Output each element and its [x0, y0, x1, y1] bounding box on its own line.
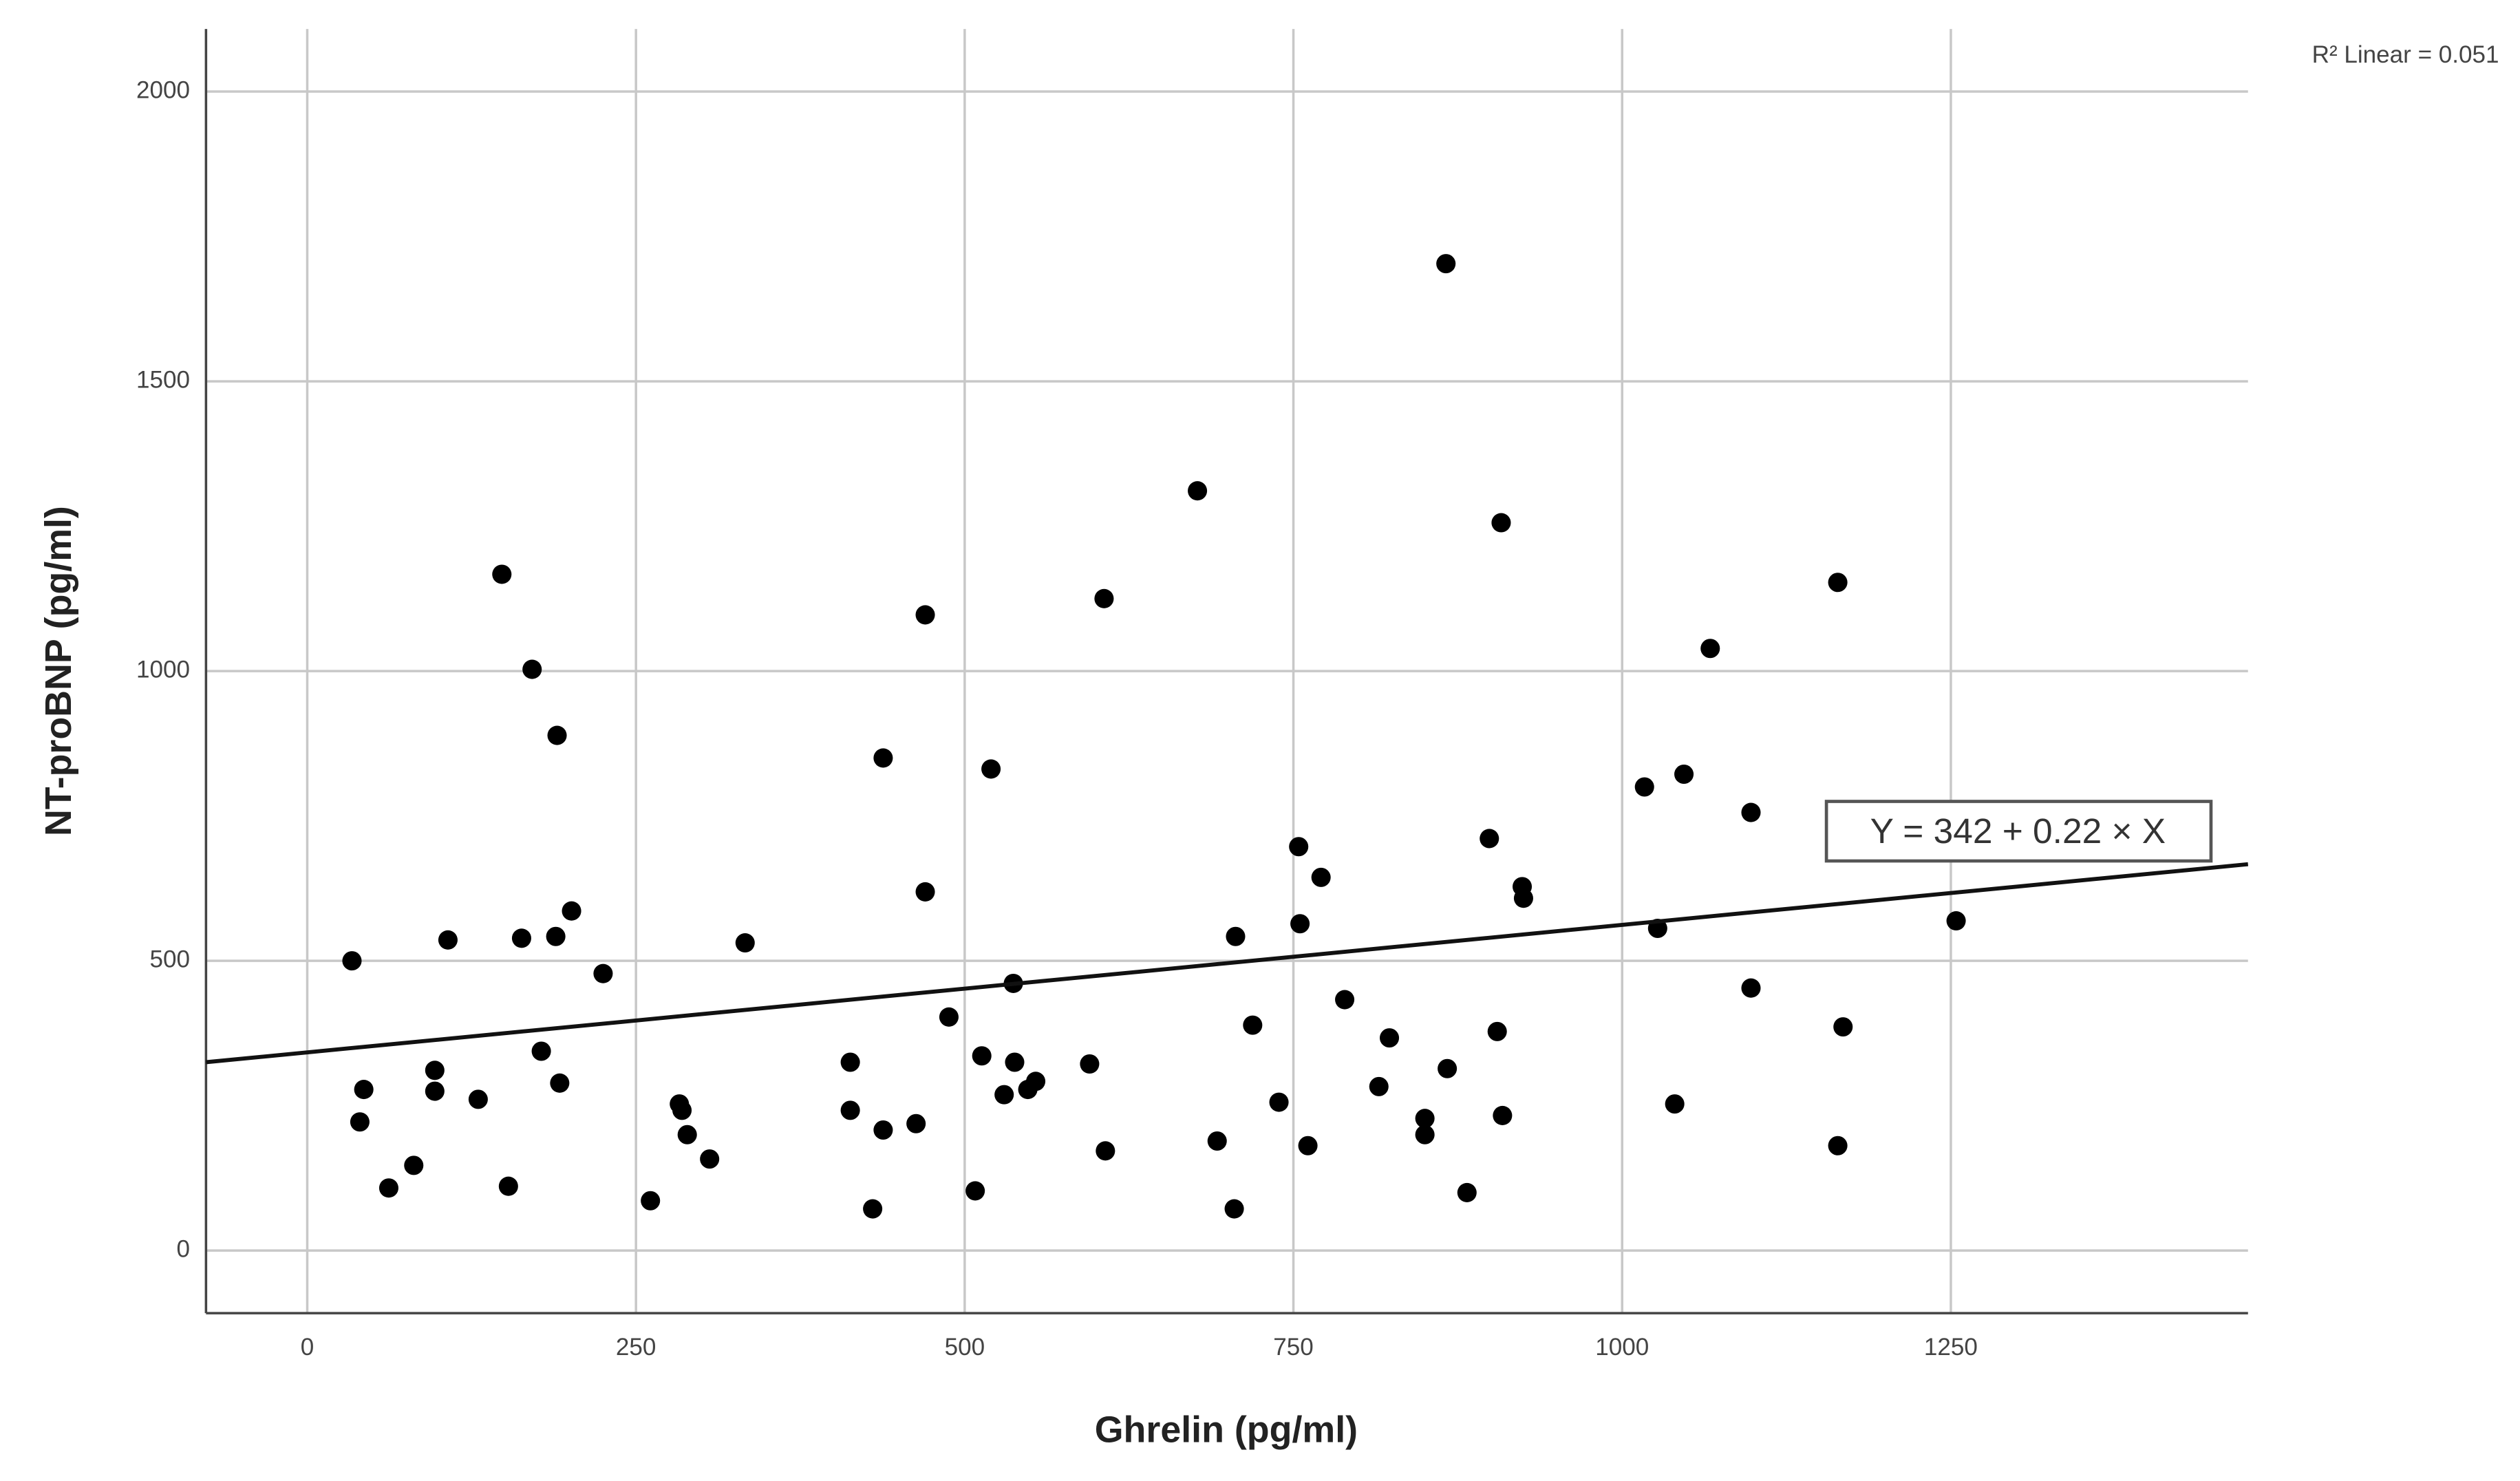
point [1487, 1021, 1507, 1041]
point [562, 901, 581, 921]
y-tick-label: 1500 [136, 366, 190, 393]
point [939, 1007, 959, 1027]
point [1665, 1094, 1685, 1114]
point [1828, 1136, 1848, 1155]
point [1311, 867, 1331, 887]
point [546, 926, 566, 946]
point [378, 1178, 398, 1198]
y-tick-label: 0 [176, 1235, 190, 1262]
point [735, 933, 755, 953]
point [438, 930, 458, 950]
x-tick-label: 750 [1273, 1334, 1314, 1361]
point [1188, 481, 1208, 501]
point [342, 951, 362, 971]
point [531, 1041, 551, 1061]
point [1741, 978, 1761, 998]
point [915, 605, 935, 625]
point [1290, 914, 1310, 934]
point [350, 1112, 370, 1132]
r2-label: R² Linear = 0.051 [2312, 41, 2499, 68]
point [1674, 764, 1694, 785]
point [1243, 1015, 1263, 1035]
point [1457, 1182, 1477, 1202]
point [906, 1114, 926, 1133]
fit-label: Y = 342 + 0.22 × X [1870, 811, 2166, 851]
point [873, 1120, 893, 1140]
point [1026, 1072, 1046, 1091]
y-axis-title: NT-proBNP (pg/ml) [38, 506, 79, 836]
point [1094, 588, 1114, 608]
point [547, 725, 567, 745]
point [1480, 829, 1499, 849]
point [404, 1155, 424, 1175]
point [1207, 1131, 1227, 1151]
point [981, 759, 1001, 779]
y-tick-label: 2000 [136, 76, 190, 103]
point [1415, 1109, 1435, 1129]
point [1369, 1076, 1389, 1096]
x-tick-label: 250 [616, 1334, 656, 1361]
point [492, 564, 512, 584]
fit-label-box [1824, 800, 2213, 863]
point [1438, 1058, 1457, 1078]
x-tick-label: 0 [301, 1334, 314, 1361]
point [550, 1073, 570, 1093]
point [1415, 1125, 1435, 1144]
x-tick-label: 1250 [1924, 1334, 1978, 1361]
x-axis-title: Ghrelin (pg/ml) [1095, 1409, 1358, 1450]
point [1634, 777, 1654, 797]
point [1226, 926, 1246, 946]
point [1946, 910, 1966, 931]
point [915, 882, 935, 902]
point [1436, 254, 1456, 274]
point [1513, 888, 1533, 908]
point [972, 1046, 992, 1066]
point [994, 1085, 1014, 1105]
point [840, 1052, 860, 1072]
point [522, 659, 542, 679]
point [1493, 1105, 1513, 1125]
point [1741, 802, 1761, 822]
point [1289, 837, 1309, 857]
point [1380, 1028, 1400, 1048]
point [863, 1199, 883, 1219]
point [354, 1080, 374, 1100]
point [1833, 1017, 1853, 1037]
point [641, 1191, 661, 1211]
point [1269, 1092, 1289, 1112]
point [840, 1100, 860, 1120]
x-tick-label: 500 [945, 1334, 985, 1361]
point [1224, 1199, 1244, 1219]
point [511, 928, 531, 948]
point [425, 1061, 445, 1080]
point [677, 1125, 697, 1144]
point [1828, 573, 1848, 593]
point [700, 1149, 720, 1169]
point [672, 1100, 692, 1120]
point [593, 963, 613, 983]
point [1491, 513, 1511, 533]
point [468, 1089, 488, 1109]
point [965, 1181, 985, 1201]
point [498, 1176, 518, 1196]
x-tick-label: 1000 [1595, 1334, 1649, 1361]
point [1298, 1136, 1318, 1155]
point [1005, 1052, 1025, 1072]
fit-line [206, 862, 2249, 1065]
point [1096, 1141, 1115, 1161]
point [425, 1081, 445, 1101]
y-tick-label: 1000 [136, 656, 190, 683]
y-tick-label: 500 [149, 946, 190, 972]
point [1080, 1054, 1100, 1074]
point [1700, 639, 1720, 659]
point [1335, 990, 1355, 1010]
point [873, 748, 893, 768]
